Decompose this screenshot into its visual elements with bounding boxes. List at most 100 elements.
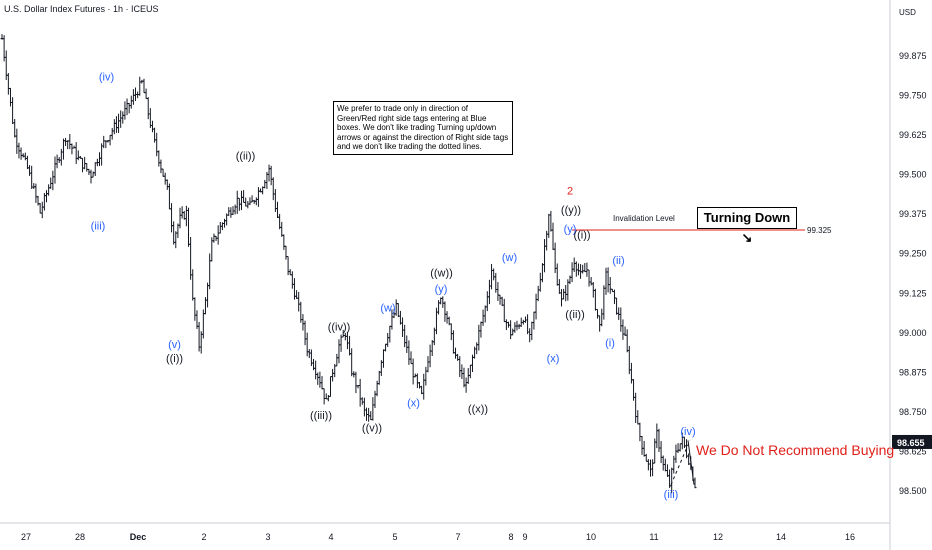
ohlc-bar	[244, 197, 248, 207]
wave-label: ((ii))	[236, 151, 256, 163]
ohlc-bar	[85, 163, 89, 172]
ohlc-bar	[381, 349, 385, 368]
ohlc-bar	[663, 458, 667, 472]
ohlc-bar	[403, 324, 407, 348]
ohlc-bar	[320, 376, 324, 390]
ohlc-bar	[267, 164, 271, 182]
ohlc-bar	[288, 269, 292, 276]
ohlc-bar	[301, 314, 305, 331]
ohlc-bar	[496, 282, 500, 301]
projection-segment	[670, 440, 691, 485]
y-tick-label: 99.625	[899, 130, 927, 140]
ohlc-bar	[309, 349, 313, 367]
ohlc-bar	[358, 378, 362, 407]
y-tick-label: 98.875	[899, 367, 927, 377]
ohlc-bar	[21, 153, 25, 158]
ohlc-bar	[290, 271, 294, 289]
ohlc-bar	[178, 207, 182, 229]
wave-label: (w)	[380, 303, 395, 315]
ohlc-bar	[362, 397, 366, 417]
ohlc-bar	[170, 203, 174, 233]
ohlc-bar	[66, 140, 70, 150]
x-tick-label: 7	[455, 532, 460, 542]
ohlc-bar	[278, 213, 282, 230]
wave-label: ((iii))	[310, 410, 332, 422]
ohlc-bar	[174, 231, 178, 249]
ohlc-bar	[583, 263, 587, 273]
y-tick-label: 99.750	[899, 91, 927, 101]
ohlc-bar	[415, 373, 419, 389]
ohlc-bar	[481, 309, 485, 326]
ohlc-bar	[229, 207, 233, 218]
ohlc-bar	[685, 439, 689, 459]
ohlc-bar	[223, 218, 227, 228]
time-axis[interactable]: 27 28 Dec 2 3 4 5 7 8 9 10 11 12 14 16	[21, 532, 855, 542]
ohlc-bar	[617, 307, 621, 320]
ohlc-bar	[159, 159, 163, 174]
ohlc-bar	[445, 311, 449, 324]
ohlc-bar	[131, 89, 135, 105]
ohlc-bar	[189, 236, 193, 280]
wave-label: (x)	[407, 397, 420, 409]
ohlc-bar	[621, 319, 625, 340]
ohlc-bar	[564, 285, 568, 302]
wave-label: (iii)	[91, 220, 106, 232]
ohlc-bar	[672, 455, 676, 474]
wave-label: ((y))	[561, 204, 581, 216]
ohlc-bar	[634, 392, 638, 423]
ohlc-bar	[568, 275, 572, 285]
ohlc-bar	[148, 108, 152, 128]
ohlc-bar	[100, 143, 104, 166]
wave-label: ((i))	[573, 230, 590, 242]
wave-label: (ii)	[612, 255, 624, 267]
ohlc-bar	[193, 297, 197, 321]
y-tick-label: 99.000	[899, 328, 927, 338]
ohlc-bar	[121, 111, 125, 124]
ohlc-bar	[64, 137, 68, 146]
currency-label: USD	[899, 8, 916, 17]
ohlc-bar	[93, 162, 97, 177]
ohlc-bar	[212, 233, 216, 243]
ohlc-bar	[536, 285, 540, 302]
ohlc-bar	[676, 443, 680, 454]
ohlc-bar	[354, 371, 358, 394]
turning-down-arrow-icon: ↘	[741, 230, 753, 245]
ohlc-bar	[513, 322, 517, 333]
ohlc-bar	[68, 134, 72, 150]
ohlc-bar	[396, 303, 400, 318]
plot-area: 99.325 Invalidation Level (iii) (iv) (v) ((i…	[0, 0, 891, 550]
ohlc-bar	[464, 377, 468, 393]
ohlc-bar	[373, 390, 377, 408]
price-axis[interactable]: 99.875 99.750 99.625 99.500 99.375 99.250 99.1…	[892, 51, 932, 496]
x-tick-label: 8	[508, 532, 513, 542]
wave-label: (v)	[168, 339, 181, 351]
ohlc-bar	[409, 351, 413, 365]
wave-label: ((ii))	[565, 309, 585, 321]
ohlc-bar	[483, 305, 487, 323]
projection-drop	[687, 440, 695, 485]
strategy-note: We prefer to trade only in direction of …	[333, 101, 513, 155]
ohlc-bar	[417, 382, 421, 389]
ohlc-bar	[572, 257, 576, 272]
ohlc-bar	[462, 367, 466, 388]
ohlc-bar	[511, 328, 515, 336]
ohlc-bar	[45, 190, 49, 203]
ohlc-bar	[108, 134, 112, 146]
ohlc-bar	[23, 152, 27, 161]
ohlc-bar	[644, 453, 648, 462]
wave-label: (iv)	[99, 72, 114, 84]
ohlc-bar	[263, 179, 267, 189]
ohlc-bar	[636, 410, 640, 425]
ohlc-bar	[386, 333, 390, 347]
x-tick-label: Dec	[130, 532, 147, 542]
ohlc-bar	[161, 168, 165, 177]
ohlc-bar	[246, 201, 250, 209]
ohlc-bar	[473, 346, 477, 359]
ohlc-bar	[150, 120, 154, 133]
ohlc-bar	[642, 440, 646, 457]
ohlc-bar	[623, 326, 627, 336]
ohlc-bar	[70, 143, 74, 155]
ohlc-bar	[547, 213, 551, 238]
ohlc-bar	[286, 256, 290, 276]
